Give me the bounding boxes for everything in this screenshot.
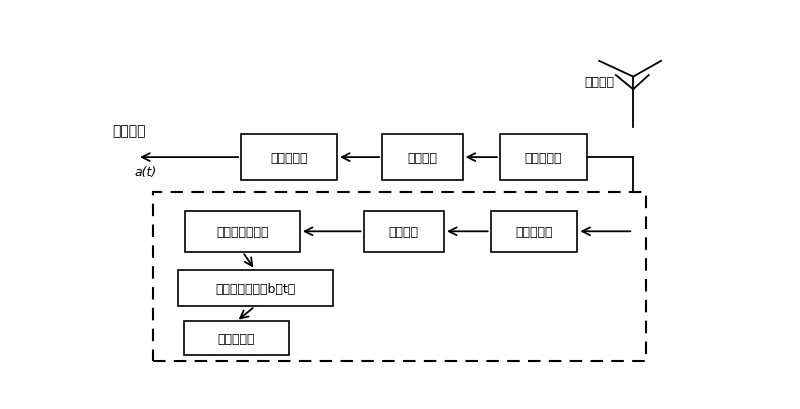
Text: 附加二进制数据b（t）: 附加二进制数据b（t） — [215, 282, 295, 295]
Text: 载波恢复: 载波恢复 — [389, 225, 419, 238]
Text: a(t): a(t) — [134, 165, 156, 178]
FancyBboxPatch shape — [184, 321, 289, 355]
FancyBboxPatch shape — [363, 211, 444, 252]
Text: 带通滤波器: 带通滤波器 — [515, 225, 553, 238]
FancyBboxPatch shape — [382, 135, 462, 180]
FancyBboxPatch shape — [186, 211, 300, 252]
FancyBboxPatch shape — [241, 135, 337, 180]
Text: 声音信号: 声音信号 — [112, 124, 146, 138]
FancyBboxPatch shape — [500, 135, 586, 180]
FancyBboxPatch shape — [178, 270, 333, 306]
FancyBboxPatch shape — [490, 211, 578, 252]
Text: 带通滤波器: 带通滤波器 — [525, 151, 562, 164]
Text: 接收天线: 接收天线 — [585, 76, 614, 89]
Text: 多媒体数据: 多媒体数据 — [218, 332, 255, 345]
Text: 包络检波: 包络检波 — [407, 151, 438, 164]
Text: 微小相位差检测: 微小相位差检测 — [216, 225, 269, 238]
Text: 去直流分量: 去直流分量 — [270, 151, 308, 164]
